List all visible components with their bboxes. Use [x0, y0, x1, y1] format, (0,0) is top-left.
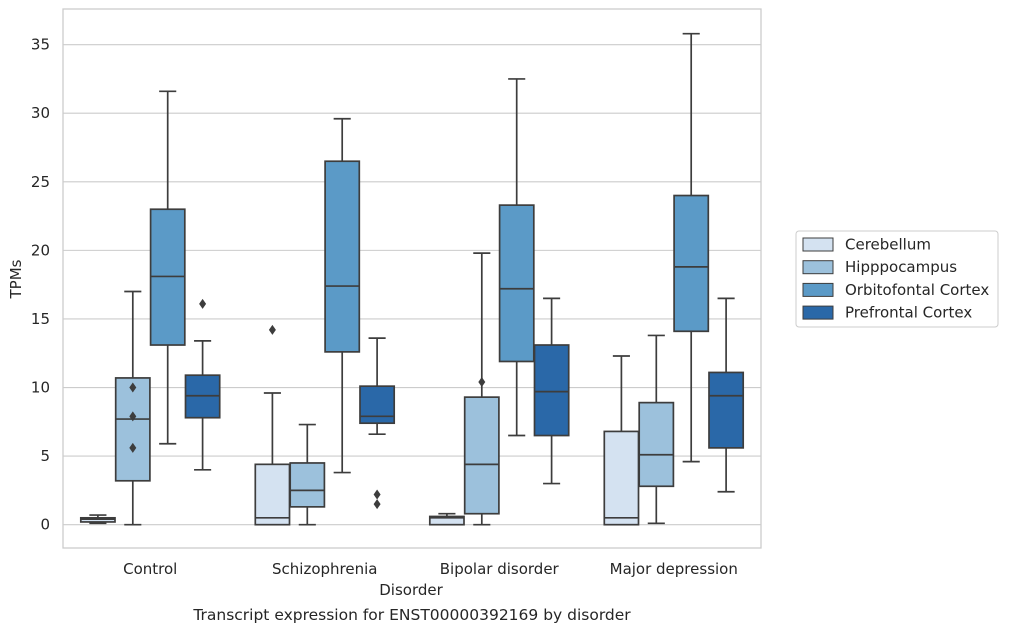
box-hipppocampus — [289, 423, 326, 526]
box-hipppocampus — [463, 252, 500, 526]
box-orbitofontal-cortex — [149, 90, 186, 445]
y-tick-label: 10 — [31, 379, 50, 397]
box-body — [603, 430, 640, 526]
box-body — [359, 385, 396, 425]
outlier-point — [268, 324, 276, 335]
legend-swatch — [802, 305, 834, 320]
plot-area-frame — [62, 8, 762, 549]
box-body — [254, 463, 291, 526]
y-tick-label: 35 — [31, 36, 50, 54]
outlier-point — [373, 499, 381, 510]
box-orbitofontal-cortex — [673, 32, 710, 463]
legend-frame — [795, 230, 999, 328]
legend-swatch — [802, 282, 834, 297]
x-axis-label: Disorder — [379, 581, 443, 599]
y-tick-label: 25 — [31, 173, 50, 191]
box-body — [498, 204, 535, 363]
x-tick-label: Control — [123, 560, 177, 578]
box-body — [708, 371, 745, 449]
box-cerebellum — [79, 514, 116, 525]
box-orbitofontal-cortex — [324, 117, 361, 474]
box-body — [428, 515, 465, 526]
y-tick-label: 30 — [31, 104, 50, 122]
box-prefrontal-cortex — [184, 298, 221, 471]
box-cerebellum — [254, 324, 291, 526]
box-body — [463, 396, 500, 515]
legend-label: Hipppocampus — [845, 258, 957, 276]
box-orbitofontal-cortex — [498, 78, 535, 437]
legend-swatch — [802, 237, 834, 252]
box-prefrontal-cortex — [359, 337, 396, 510]
y-tick-label: 0 — [40, 516, 50, 534]
outlier-point — [478, 377, 486, 388]
box-hipppocampus — [114, 290, 151, 526]
y-axis-label: TPMs — [7, 259, 25, 299]
outlier-point — [129, 411, 137, 422]
y-tick-label: 15 — [31, 310, 50, 328]
outlier-point — [129, 442, 137, 453]
x-tick-label: Schizophrenia — [272, 560, 377, 578]
box-body — [114, 377, 151, 482]
y-tick-label: 5 — [40, 447, 50, 465]
outlier-point — [199, 298, 207, 309]
box-body — [673, 194, 710, 333]
box-cerebellum — [428, 512, 465, 526]
box-body — [324, 160, 361, 353]
legend: Cerebellum Hipppocampus Orbitofontal Corte… — [795, 230, 999, 328]
box-body — [638, 401, 675, 488]
outlier-point — [373, 489, 381, 500]
boxes — [79, 32, 745, 526]
y-tick-label: 20 — [31, 241, 50, 259]
legend-label: Cerebellum — [845, 236, 931, 254]
outlier-point — [129, 382, 137, 393]
box-body — [533, 344, 570, 437]
box-prefrontal-cortex — [533, 297, 570, 485]
legend-label: Orbitofontal Cortex — [845, 281, 989, 299]
figure-caption: Transcript expression for ENST0000039216… — [193, 606, 631, 624]
box-body — [289, 462, 326, 508]
x-tick-label: Major depression — [610, 560, 738, 578]
box-cerebellum — [603, 355, 640, 526]
x-tick-label: Bipolar disorder — [440, 560, 560, 578]
legend-swatch — [802, 260, 834, 275]
legend-label: Prefrontal Cortex — [845, 304, 972, 322]
box-hipppocampus — [638, 334, 675, 525]
x-axis-ticks: Control Schizophrenia Bipolar disorder Majo… — [123, 560, 738, 578]
y-axis-ticks: 0 5 10 15 20 25 30 35 — [31, 36, 50, 534]
box-prefrontal-cortex — [708, 297, 745, 493]
